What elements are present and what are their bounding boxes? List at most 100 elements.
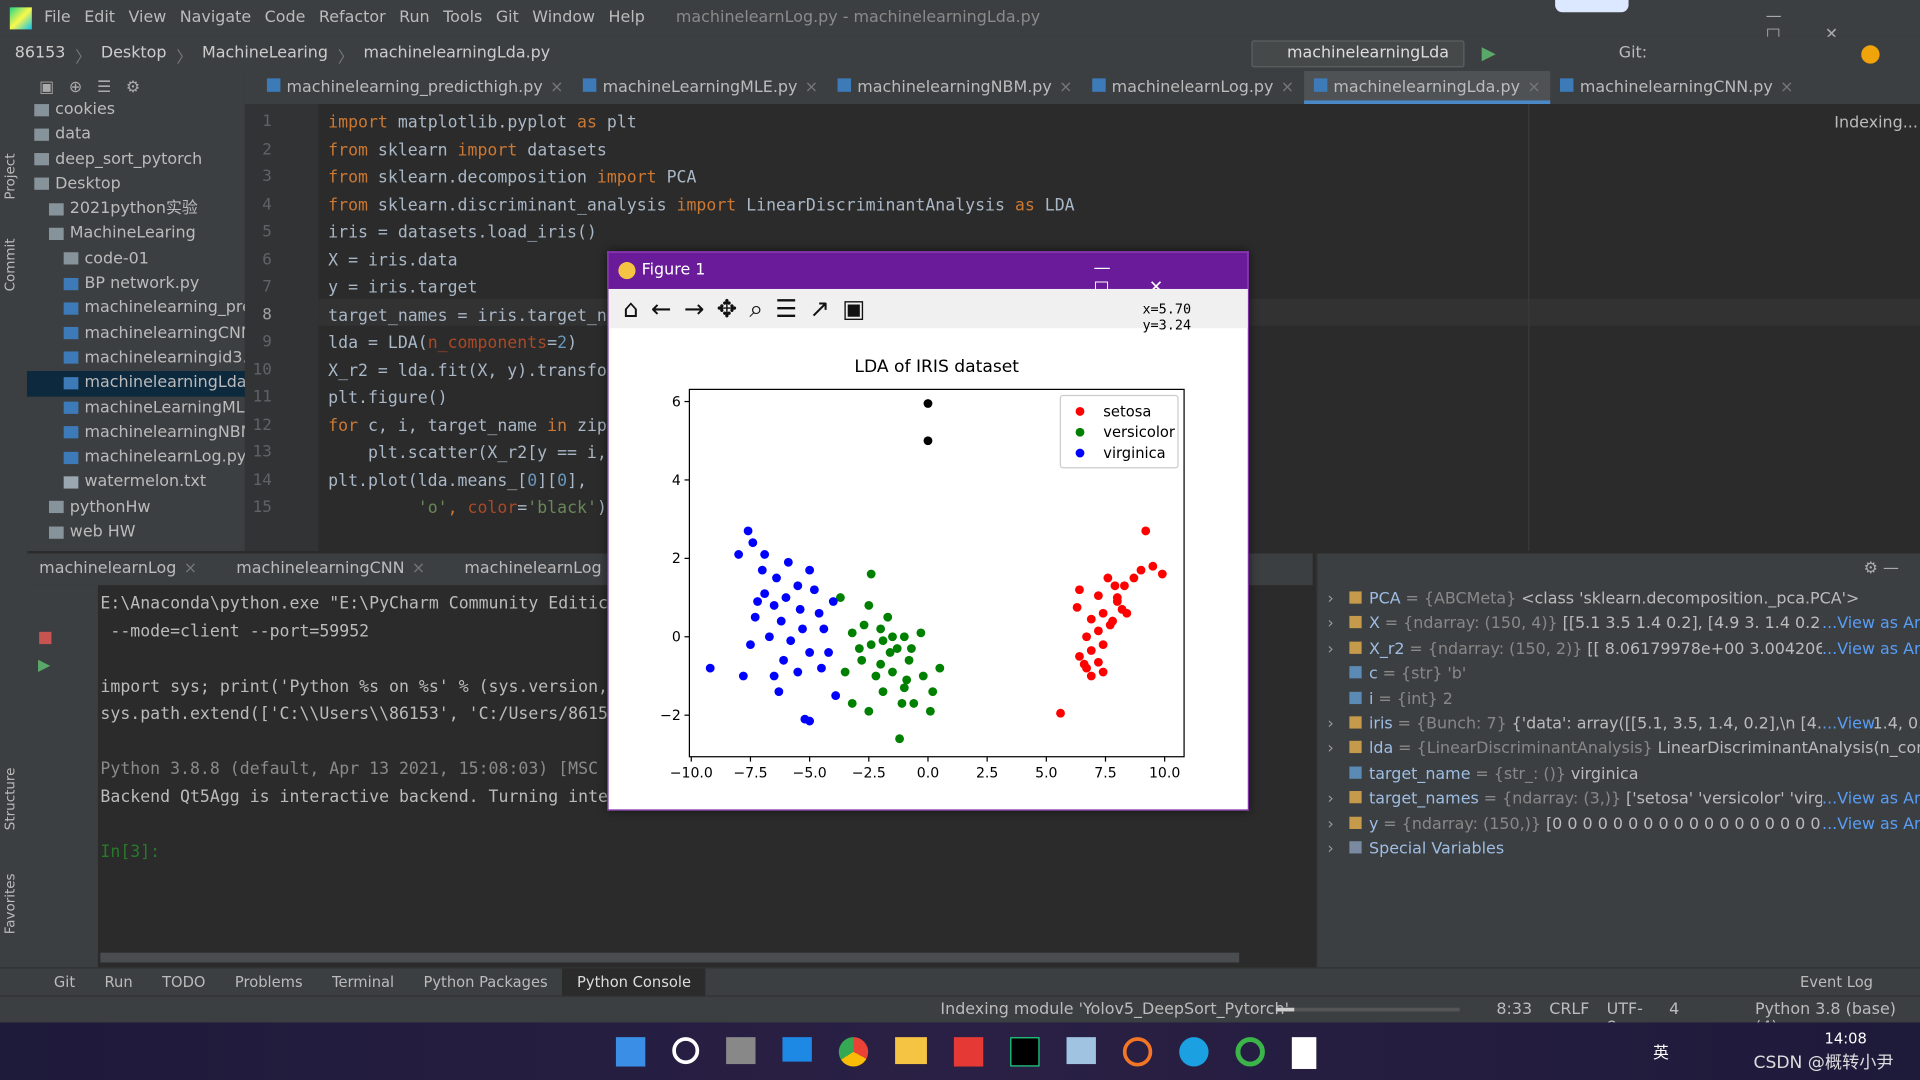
tree-row[interactable]: machinelearning_predi bbox=[27, 297, 245, 322]
search-app[interactable] bbox=[672, 1037, 700, 1065]
tree-row[interactable]: MachineLearing bbox=[27, 222, 245, 247]
ime[interactable]: 英 bbox=[1653, 1044, 1669, 1063]
variable-row[interactable]: › target_names = {ndarray: (3,)} ['setosa' … bbox=[1318, 787, 1920, 813]
crumb[interactable]: MachineLearing bbox=[202, 44, 329, 63]
side-label[interactable]: Project bbox=[2, 153, 19, 200]
start-button[interactable] bbox=[615, 1037, 646, 1067]
explorer-app[interactable] bbox=[895, 1037, 927, 1065]
menu-item[interactable]: Help bbox=[608, 8, 645, 27]
menu-item[interactable]: Tools bbox=[443, 8, 483, 27]
variable-row[interactable]: › X = {ndarray: (150, 4)} [[5.1 3.5 1.4 0.2… bbox=[1318, 612, 1920, 638]
tool-window-button[interactable]: Python Console bbox=[562, 968, 706, 997]
tree-row[interactable]: cookies bbox=[27, 98, 245, 123]
variable-row[interactable]: › PCA = {ABCMeta} <class 'sklearn.decomposi… bbox=[1318, 588, 1920, 613]
menu-item[interactable]: Git bbox=[495, 8, 519, 27]
menu-item[interactable]: Navigate bbox=[179, 8, 252, 27]
taskview-app[interactable] bbox=[726, 1037, 756, 1065]
crumb[interactable]: 86153 bbox=[14, 44, 66, 63]
pycharm-app[interactable] bbox=[1010, 1037, 1040, 1067]
tree-row[interactable]: Desktop bbox=[27, 173, 245, 198]
menu-item[interactable]: Run bbox=[399, 8, 430, 27]
editor-tab[interactable]: machinelearningCNN.py × bbox=[1551, 71, 1804, 104]
menu-item[interactable]: View bbox=[128, 8, 167, 27]
variable-row[interactable]: ›target_name= {str_: ()}virginica bbox=[1318, 763, 1920, 788]
view-link[interactable]: ...View bbox=[1822, 712, 1876, 738]
tab-close[interactable]: × bbox=[1527, 78, 1541, 97]
console-prompt[interactable]: In[3]: bbox=[100, 841, 161, 862]
variable-row[interactable]: › X_r2 = {ndarray: (150, 2)}[[ 8.06179978e… bbox=[1318, 637, 1920, 663]
tree-row[interactable]: BP network.py bbox=[27, 272, 245, 297]
tool-window-button[interactable]: TODO bbox=[162, 973, 206, 991]
tree-row[interactable]: machineLearningMLE.p bbox=[27, 396, 245, 421]
console-tab[interactable]: machinelearnLog × bbox=[39, 560, 197, 578]
view-link[interactable]: ...View as Array bbox=[1822, 812, 1920, 837]
tree-row[interactable]: machinelearningNBM.p bbox=[27, 421, 245, 446]
editor-tab[interactable]: machinelearnLog.py × bbox=[1082, 71, 1304, 104]
stop-icon[interactable] bbox=[39, 631, 52, 645]
event-log[interactable]: Event Log bbox=[1800, 973, 1874, 991]
figure-tools[interactable]: ⌂←→✥⌕☰↗▣ bbox=[623, 293, 878, 324]
variable-row[interactable]: › y = {ndarray: (150,)} [0 0 0 0 0 0 0 0 0 … bbox=[1318, 812, 1920, 837]
menu-item[interactable]: Window bbox=[532, 8, 596, 27]
app[interactable] bbox=[1235, 1037, 1265, 1067]
variable-row[interactable]: › iris = {Bunch: 7} {'data': array([[5.1, 3… bbox=[1318, 712, 1920, 738]
variable-row[interactable]: ›i= {int} 2 bbox=[1318, 688, 1920, 713]
mail-app[interactable] bbox=[782, 1037, 812, 1062]
tool-window-button[interactable]: Git bbox=[53, 973, 76, 991]
side-label[interactable]: Commit bbox=[2, 238, 19, 292]
tool-window-button[interactable]: Python Packages bbox=[423, 973, 548, 991]
menu-item[interactable]: Refactor bbox=[318, 8, 386, 27]
wps-app[interactable] bbox=[953, 1037, 984, 1067]
tool-window-button[interactable]: Terminal bbox=[332, 973, 395, 991]
run-config[interactable]: machinelearningLda bbox=[1251, 40, 1465, 68]
tree-row[interactable]: machinelearningCNN.p bbox=[27, 322, 245, 347]
tree-row[interactable]: code-01 bbox=[27, 247, 245, 272]
tab-close[interactable]: × bbox=[1059, 78, 1073, 97]
menu-item[interactable]: Code bbox=[264, 8, 306, 27]
tree-row[interactable]: web HW bbox=[27, 520, 245, 545]
tool-window-button[interactable]: Problems bbox=[234, 973, 303, 991]
status-item[interactable]: CRLF bbox=[1549, 1000, 1590, 1019]
menu-item[interactable]: File bbox=[44, 8, 71, 27]
tree-row[interactable]: pythonHw bbox=[27, 496, 245, 521]
edge-app[interactable] bbox=[1179, 1037, 1209, 1067]
view-link[interactable]: ...View as Array bbox=[1822, 612, 1920, 638]
editor-tab[interactable]: machineLearningMLE.py × bbox=[573, 71, 828, 104]
variable-row[interactable]: › lda = {LinearDiscriminantAnalysis} Linear… bbox=[1318, 738, 1920, 763]
update-icon[interactable] bbox=[1861, 45, 1880, 64]
side-label[interactable]: Structure bbox=[2, 767, 19, 831]
tree-row[interactable]: watermelon.txt bbox=[27, 471, 245, 496]
status-item[interactable]: 8:33 bbox=[1496, 1000, 1533, 1019]
clock[interactable]: 14:08 bbox=[1824, 1029, 1867, 1047]
tree-row[interactable]: machinelearningid3.py bbox=[27, 346, 245, 371]
rerun-icon[interactable]: ▶ bbox=[37, 656, 51, 675]
run-button[interactable]: ▶ bbox=[1481, 41, 1496, 64]
tree-row[interactable]: 2021python实验 bbox=[27, 197, 245, 222]
tree-row[interactable]: deep_sort_pytorch bbox=[27, 148, 245, 173]
tab-close[interactable]: × bbox=[1780, 78, 1794, 97]
view-link[interactable]: ...View as Array bbox=[1822, 787, 1920, 812]
jupyter-app[interactable] bbox=[1122, 1037, 1153, 1067]
notepad-app[interactable] bbox=[1291, 1037, 1317, 1069]
tab-close[interactable]: × bbox=[804, 78, 819, 97]
chrome-app[interactable] bbox=[838, 1037, 869, 1067]
tab-close[interactable]: × bbox=[1280, 78, 1295, 97]
view-link[interactable]: ...View as Array bbox=[1822, 637, 1920, 663]
editor-tab[interactable]: machinelearning_predicthigh.py × bbox=[257, 71, 573, 104]
editor-tab[interactable]: machinelearningNBM.py × bbox=[828, 71, 1082, 104]
plot-app[interactable] bbox=[1066, 1037, 1096, 1065]
tree-row[interactable]: machinelearnLog.py bbox=[27, 446, 245, 471]
panel-settings[interactable]: ⚙ — bbox=[1863, 559, 1899, 578]
variable-row[interactable]: › Special Variables bbox=[1318, 837, 1920, 862]
crumb[interactable]: Desktop bbox=[100, 44, 167, 63]
tab-close[interactable]: × bbox=[183, 559, 198, 578]
tree-row[interactable]: machinelearningLda.py bbox=[26, 371, 245, 397]
tab-close[interactable]: × bbox=[411, 559, 426, 578]
console-tab[interactable]: machinelearningCNN × bbox=[236, 560, 425, 578]
crumb[interactable]: machinelearningLda.py bbox=[363, 44, 551, 63]
editor-tab[interactable]: machinelearningLda.py × bbox=[1303, 71, 1551, 105]
side-label[interactable]: Favorites bbox=[2, 873, 19, 935]
menu-item[interactable]: Edit bbox=[84, 8, 116, 27]
tree-row[interactable]: data bbox=[27, 123, 245, 148]
tab-close[interactable]: × bbox=[550, 78, 564, 97]
